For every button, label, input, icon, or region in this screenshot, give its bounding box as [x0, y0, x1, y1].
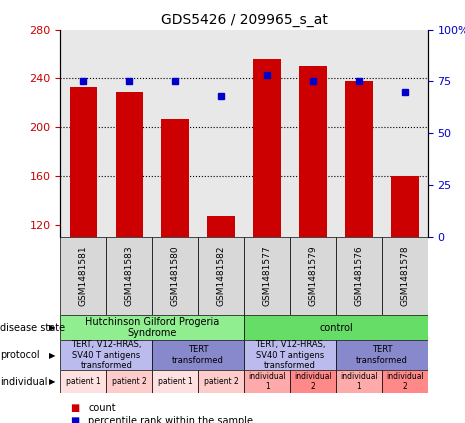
- Bar: [152, 237, 198, 315]
- Bar: [382, 370, 428, 393]
- Text: protocol: protocol: [0, 350, 40, 360]
- Bar: [244, 315, 428, 340]
- Bar: [60, 340, 152, 370]
- Text: control: control: [319, 323, 353, 332]
- Text: GSM1481581: GSM1481581: [79, 246, 88, 306]
- Text: patient 1: patient 1: [66, 377, 101, 386]
- Text: GSM1481579: GSM1481579: [308, 246, 318, 306]
- Bar: [152, 340, 244, 370]
- Bar: [391, 176, 418, 237]
- Bar: [60, 370, 106, 393]
- Bar: [290, 237, 336, 315]
- Bar: [244, 370, 290, 393]
- Bar: [161, 118, 189, 237]
- Text: individual
1: individual 1: [248, 372, 286, 391]
- Text: individual: individual: [0, 376, 47, 387]
- Bar: [253, 59, 281, 237]
- Text: TERT
transformed: TERT transformed: [356, 345, 408, 365]
- Text: ▶: ▶: [49, 323, 56, 332]
- Bar: [152, 370, 198, 393]
- Bar: [198, 370, 244, 393]
- Bar: [244, 340, 336, 370]
- Text: GSM1481578: GSM1481578: [400, 246, 409, 306]
- Bar: [106, 370, 152, 393]
- Bar: [70, 87, 97, 237]
- Text: individual
1: individual 1: [340, 372, 378, 391]
- Text: ■: ■: [70, 416, 79, 423]
- Bar: [336, 340, 428, 370]
- Text: count: count: [88, 403, 116, 413]
- Bar: [299, 66, 327, 237]
- Text: GSM1481582: GSM1481582: [217, 246, 226, 306]
- Text: patient 2: patient 2: [112, 377, 146, 386]
- Bar: [60, 315, 244, 340]
- Bar: [106, 237, 152, 315]
- Text: TERT, V12-HRAS,
SV40 T antigens
transformed: TERT, V12-HRAS, SV40 T antigens transfor…: [255, 340, 326, 370]
- Text: ■: ■: [70, 403, 79, 413]
- Text: percentile rank within the sample: percentile rank within the sample: [88, 416, 253, 423]
- Bar: [244, 237, 290, 315]
- Text: TERT
transformed: TERT transformed: [172, 345, 224, 365]
- Text: ▶: ▶: [49, 377, 56, 386]
- Text: individual
2: individual 2: [294, 372, 332, 391]
- Text: Hutchinson Gilford Progeria
Syndrome: Hutchinson Gilford Progeria Syndrome: [85, 317, 219, 338]
- Title: GDS5426 / 209965_s_at: GDS5426 / 209965_s_at: [161, 13, 327, 27]
- Bar: [60, 237, 106, 315]
- Text: GSM1481583: GSM1481583: [125, 246, 134, 306]
- Text: disease state: disease state: [0, 323, 65, 332]
- Text: patient 1: patient 1: [158, 377, 193, 386]
- Bar: [115, 92, 143, 237]
- Text: ▶: ▶: [49, 351, 56, 360]
- Text: individual
2: individual 2: [386, 372, 424, 391]
- Bar: [198, 237, 244, 315]
- Text: TERT, V12-HRAS,
SV40 T antigens
transformed: TERT, V12-HRAS, SV40 T antigens transfor…: [71, 340, 142, 370]
- Bar: [345, 81, 373, 237]
- Text: GSM1481576: GSM1481576: [354, 246, 364, 306]
- Text: GSM1481580: GSM1481580: [171, 246, 180, 306]
- Bar: [382, 237, 428, 315]
- Bar: [336, 237, 382, 315]
- Text: GSM1481577: GSM1481577: [263, 246, 272, 306]
- Text: patient 2: patient 2: [204, 377, 239, 386]
- Bar: [207, 216, 235, 237]
- Bar: [290, 370, 336, 393]
- Bar: [336, 370, 382, 393]
